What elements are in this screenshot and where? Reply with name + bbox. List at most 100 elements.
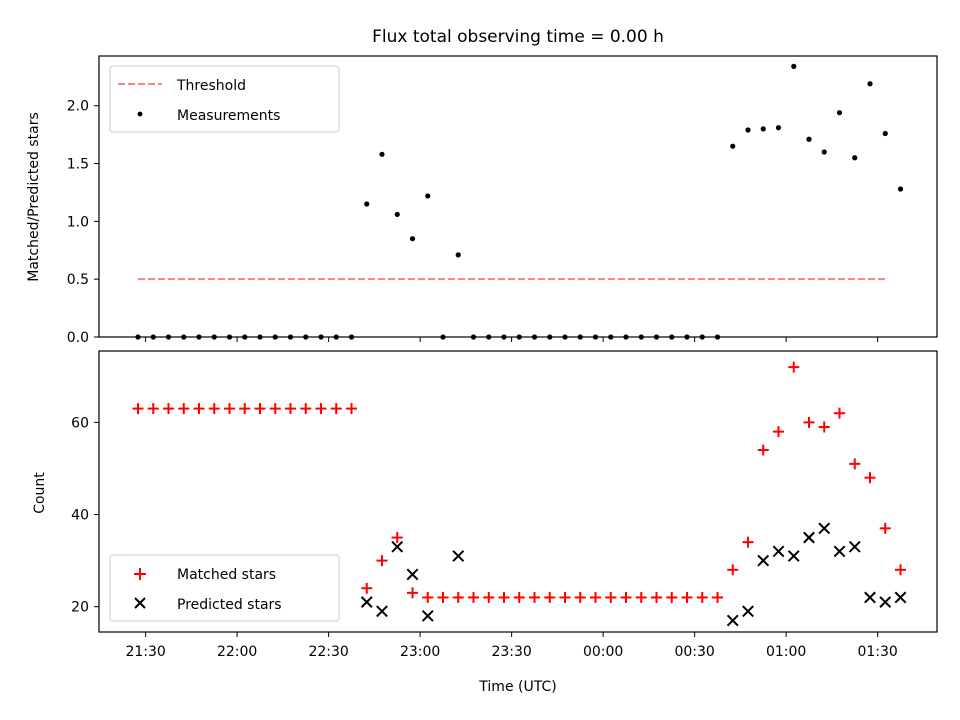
matched-star-point: [864, 472, 876, 484]
matched-star-point: [879, 522, 891, 534]
bottom-x-tick-label: 00:00: [583, 644, 623, 660]
predicted-star-point: [833, 545, 846, 558]
top-y-tick-label: 0.0: [67, 330, 89, 346]
matched-star-point: [696, 591, 708, 603]
measurement-point: [852, 155, 858, 161]
matched-star-point: [895, 564, 906, 576]
predicted-star-point: [864, 591, 876, 604]
measurement-point: [791, 63, 797, 70]
bottom-y-ticks: 20 40 60: [71, 415, 99, 616]
bottom-legend-box: [109, 554, 340, 622]
matched-star-point: [224, 403, 235, 415]
bottom-x-tick-label: 23:30: [491, 644, 531, 660]
measurement-point: [394, 211, 400, 218]
matched-star-point: [788, 361, 800, 373]
bottom-y-axis-label: Count: [32, 472, 48, 514]
matched-star-point: [452, 591, 464, 603]
top-legend-box: [109, 65, 340, 133]
matched-star-point: [391, 532, 403, 544]
measurement-point: [730, 143, 736, 149]
predicted-legend-marker: [134, 597, 146, 609]
matched-star-point: [437, 591, 449, 603]
predicted-star-point: [406, 568, 419, 581]
matched-star-point: [468, 591, 479, 603]
measurement-point: [379, 151, 385, 157]
measurement-point: [745, 127, 751, 133]
measurement-point: [806, 136, 812, 142]
matched-star-point: [849, 458, 861, 470]
bottom-x-tick-label: 23:00: [400, 644, 440, 660]
predicted-star-point: [848, 540, 861, 553]
predicted-star-point: [742, 605, 754, 618]
top-y-tick-label: 2.0: [67, 99, 89, 115]
measurement-point: [867, 81, 873, 87]
matched-star-point: [178, 403, 190, 415]
matched-star-point: [513, 591, 525, 603]
matched-star-point: [742, 536, 754, 548]
matched-star-point: [315, 403, 327, 415]
matched-star-point: [422, 591, 434, 603]
matched-star-point: [300, 403, 312, 415]
top-x-ticks: [145, 337, 879, 342]
matched-star-point: [757, 444, 769, 456]
matched-star-point: [163, 403, 174, 415]
bottom-y-tick-label: 60: [71, 415, 89, 431]
matched-star-point: [590, 591, 601, 603]
top-y-axis-label: Matched/Predicted stars: [26, 112, 42, 282]
top-chart-title: Flux total observing time = 0.00 h: [372, 27, 664, 47]
matched-star-point: [727, 564, 739, 576]
measurements-legend-label: Measurements: [177, 108, 280, 124]
matched-star-point: [529, 591, 540, 603]
predicted-star-point: [772, 545, 785, 558]
bottom-x-axis-label: Time (UTC): [478, 679, 556, 695]
measurement-point: [760, 126, 766, 132]
matched-star-point: [193, 403, 205, 415]
matched-star-point: [376, 555, 388, 567]
matched-legend-label: Matched stars: [177, 567, 276, 583]
matched-star-point: [147, 403, 159, 415]
matched-star-point: [605, 591, 617, 603]
matched-legend-marker: [134, 568, 146, 580]
bottom-x-tick-label: 00:30: [674, 644, 714, 660]
measurement-point: [775, 125, 782, 131]
matched-star-point: [361, 582, 373, 594]
predicted-star-point: [452, 550, 465, 562]
bottom-x-tick-label: 21:30: [125, 644, 165, 660]
matched-star-point: [681, 591, 693, 603]
matched-star-point: [803, 416, 815, 428]
predicted-star-point: [376, 605, 388, 618]
bottom-y-tick-label: 40: [71, 508, 89, 524]
matched-star-point: [346, 403, 357, 415]
top-y-tick-label: 1.0: [67, 214, 89, 230]
matched-star-point: [239, 403, 251, 415]
matched-star-point: [132, 403, 144, 415]
matched-star-point: [635, 591, 647, 603]
predicted-star-point: [879, 596, 892, 608]
matched-star-point: [269, 403, 281, 415]
predicted-star-point: [421, 609, 434, 622]
measurement-point: [364, 201, 370, 207]
matched-star-point: [254, 403, 266, 415]
top-plot-frame: [98, 55, 938, 338]
predicted-star-point: [803, 531, 815, 544]
predicted-star-point: [726, 614, 739, 627]
bottom-x-ticks: 21:30 22:00 22:30 23:00 23:30 00:00 00:30 01:00…: [125, 632, 898, 660]
matched-star-point: [407, 587, 418, 599]
predicted-star-point: [391, 540, 404, 553]
matched-star-point: [498, 591, 510, 603]
threshold-legend-label: Threshold: [176, 78, 246, 94]
predicted-star-point: [818, 522, 831, 535]
measurement-point: [897, 186, 904, 192]
top-y-tick-label: 0.5: [67, 272, 89, 288]
top-legend: Threshold Measurements: [109, 65, 340, 133]
matched-star-point: [544, 591, 556, 603]
bottom-plot-frame: [98, 350, 938, 633]
matched-star-point: [773, 426, 784, 438]
predicted-star-point: [787, 550, 800, 562]
matched-star-point: [559, 591, 571, 603]
matched-star-point: [208, 403, 220, 415]
bottom-plot-area: [132, 361, 907, 627]
measurements-legend-marker: [137, 111, 143, 117]
predicted-star-point: [894, 591, 907, 604]
